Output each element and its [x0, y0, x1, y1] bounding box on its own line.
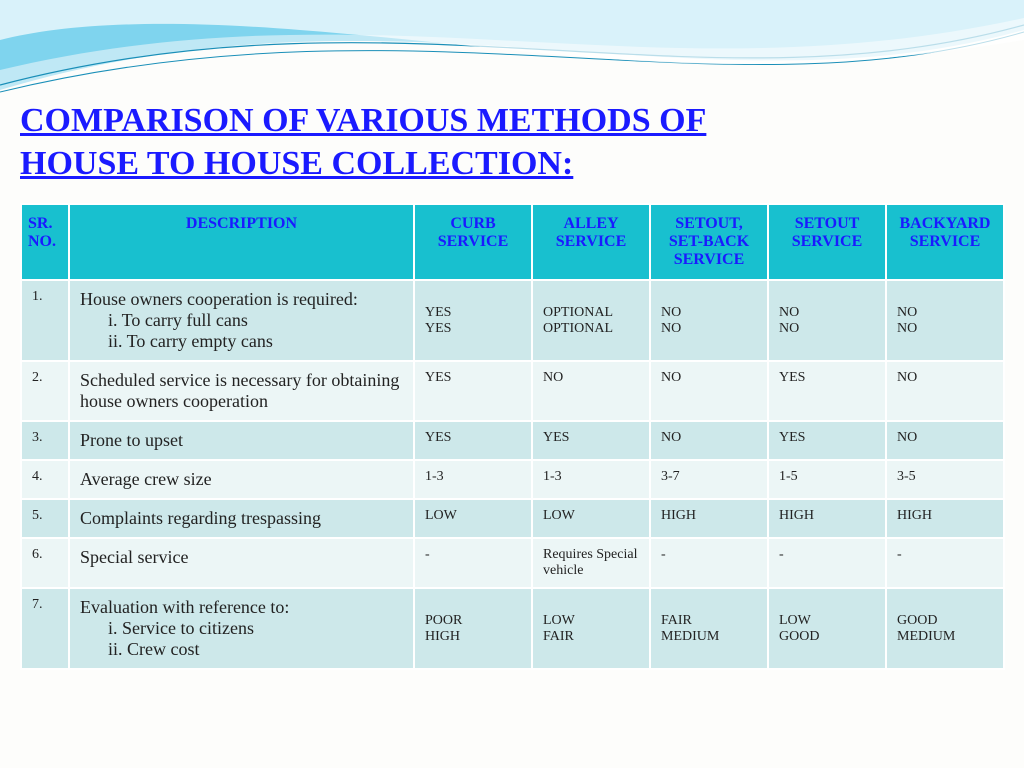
- title-line-2: HOUSE TO HOUSE COLLECTION: [20, 145, 562, 182]
- cell-setout: -: [768, 538, 886, 588]
- cell-setout-setback: NONO: [650, 280, 768, 361]
- cell-backyard: NO: [886, 361, 1004, 421]
- cell-sr: 3.: [21, 421, 69, 460]
- cell-setout-setback: -: [650, 538, 768, 588]
- cell-curb: 1-3: [414, 460, 532, 499]
- table-row: 1. House owners cooperation is required:…: [21, 280, 1004, 361]
- cell-curb: YESYES: [414, 280, 532, 361]
- table-row: 3. Prone to upset YES YES NO YES NO: [21, 421, 1004, 460]
- cell-alley: Requires Special vehicle: [532, 538, 650, 588]
- desc-sub: i. Service to citizens: [80, 618, 403, 639]
- cell-setout: 1-5: [768, 460, 886, 499]
- cell-sr: 5.: [21, 499, 69, 538]
- cell-curb: POORHIGH: [414, 588, 532, 669]
- cell-setout: NONO: [768, 280, 886, 361]
- title-line-1: COMPARISON OF VARIOUS METHODS OF: [20, 102, 706, 139]
- cell-setout: YES: [768, 421, 886, 460]
- desc-main: Evaluation with reference to:: [80, 597, 289, 617]
- cell-backyard: GOODMEDIUM: [886, 588, 1004, 669]
- cell-curb: YES: [414, 361, 532, 421]
- table-row: 5. Complaints regarding trespassing LOW …: [21, 499, 1004, 538]
- cell-desc: Special service: [69, 538, 414, 588]
- desc-main: House owners cooperation is required:: [80, 289, 358, 309]
- cell-alley: 1-3: [532, 460, 650, 499]
- cell-setout: LOWGOOD: [768, 588, 886, 669]
- cell-curb: LOW: [414, 499, 532, 538]
- header-setout: SETOUT SERVICE: [768, 204, 886, 280]
- cell-desc: Scheduled service is necessary for obtai…: [69, 361, 414, 421]
- cell-setout-setback: NO: [650, 361, 768, 421]
- cell-curb: -: [414, 538, 532, 588]
- title-colon: :: [562, 145, 573, 182]
- header-desc: DESCRIPTION: [69, 204, 414, 280]
- cell-sr: 7.: [21, 588, 69, 669]
- header-sr: SR. NO.: [21, 204, 69, 280]
- header-curb: CURB SERVICE: [414, 204, 532, 280]
- comparison-table: SR. NO. DESCRIPTION CURB SERVICE ALLEY S…: [20, 203, 1005, 670]
- cell-setout: HIGH: [768, 499, 886, 538]
- header-backyard: BACKYARD SERVICE: [886, 204, 1004, 280]
- cell-setout-setback: HIGH: [650, 499, 768, 538]
- cell-sr: 4.: [21, 460, 69, 499]
- header-alley: ALLEY SERVICE: [532, 204, 650, 280]
- desc-sub: ii. To carry empty cans: [80, 331, 403, 352]
- cell-desc: Average crew size: [69, 460, 414, 499]
- cell-curb: YES: [414, 421, 532, 460]
- cell-setout-setback: FAIRMEDIUM: [650, 588, 768, 669]
- desc-sub: ii. Crew cost: [80, 639, 403, 660]
- table-row: 7. Evaluation with reference to: i. Serv…: [21, 588, 1004, 669]
- cell-setout-setback: NO: [650, 421, 768, 460]
- cell-backyard: -: [886, 538, 1004, 588]
- cell-alley: OPTIONALOPTIONAL: [532, 280, 650, 361]
- cell-backyard: HIGH: [886, 499, 1004, 538]
- cell-desc: Prone to upset: [69, 421, 414, 460]
- header-setout-setback: SETOUT, SET-BACK SERVICE: [650, 204, 768, 280]
- table-row: 2. Scheduled service is necessary for ob…: [21, 361, 1004, 421]
- cell-alley: LOWFAIR: [532, 588, 650, 669]
- cell-backyard: NONO: [886, 280, 1004, 361]
- cell-backyard: 3-5: [886, 460, 1004, 499]
- cell-alley: YES: [532, 421, 650, 460]
- cell-alley: LOW: [532, 499, 650, 538]
- cell-desc: Complaints regarding trespassing: [69, 499, 414, 538]
- cell-desc: House owners cooperation is required: i.…: [69, 280, 414, 361]
- slide-title: COMPARISON OF VARIOUS METHODS OF HOUSE T…: [20, 100, 1004, 185]
- cell-sr: 2.: [21, 361, 69, 421]
- cell-sr: 6.: [21, 538, 69, 588]
- cell-sr: 1.: [21, 280, 69, 361]
- cell-desc: Evaluation with reference to: i. Service…: [69, 588, 414, 669]
- table-row: 6. Special service - Requires Special ve…: [21, 538, 1004, 588]
- desc-sub: i. To carry full cans: [80, 310, 403, 331]
- cell-setout-setback: 3-7: [650, 460, 768, 499]
- table-header-row: SR. NO. DESCRIPTION CURB SERVICE ALLEY S…: [21, 204, 1004, 280]
- cell-setout: YES: [768, 361, 886, 421]
- cell-alley: NO: [532, 361, 650, 421]
- table-row: 4. Average crew size 1-3 1-3 3-7 1-5 3-5: [21, 460, 1004, 499]
- cell-backyard: NO: [886, 421, 1004, 460]
